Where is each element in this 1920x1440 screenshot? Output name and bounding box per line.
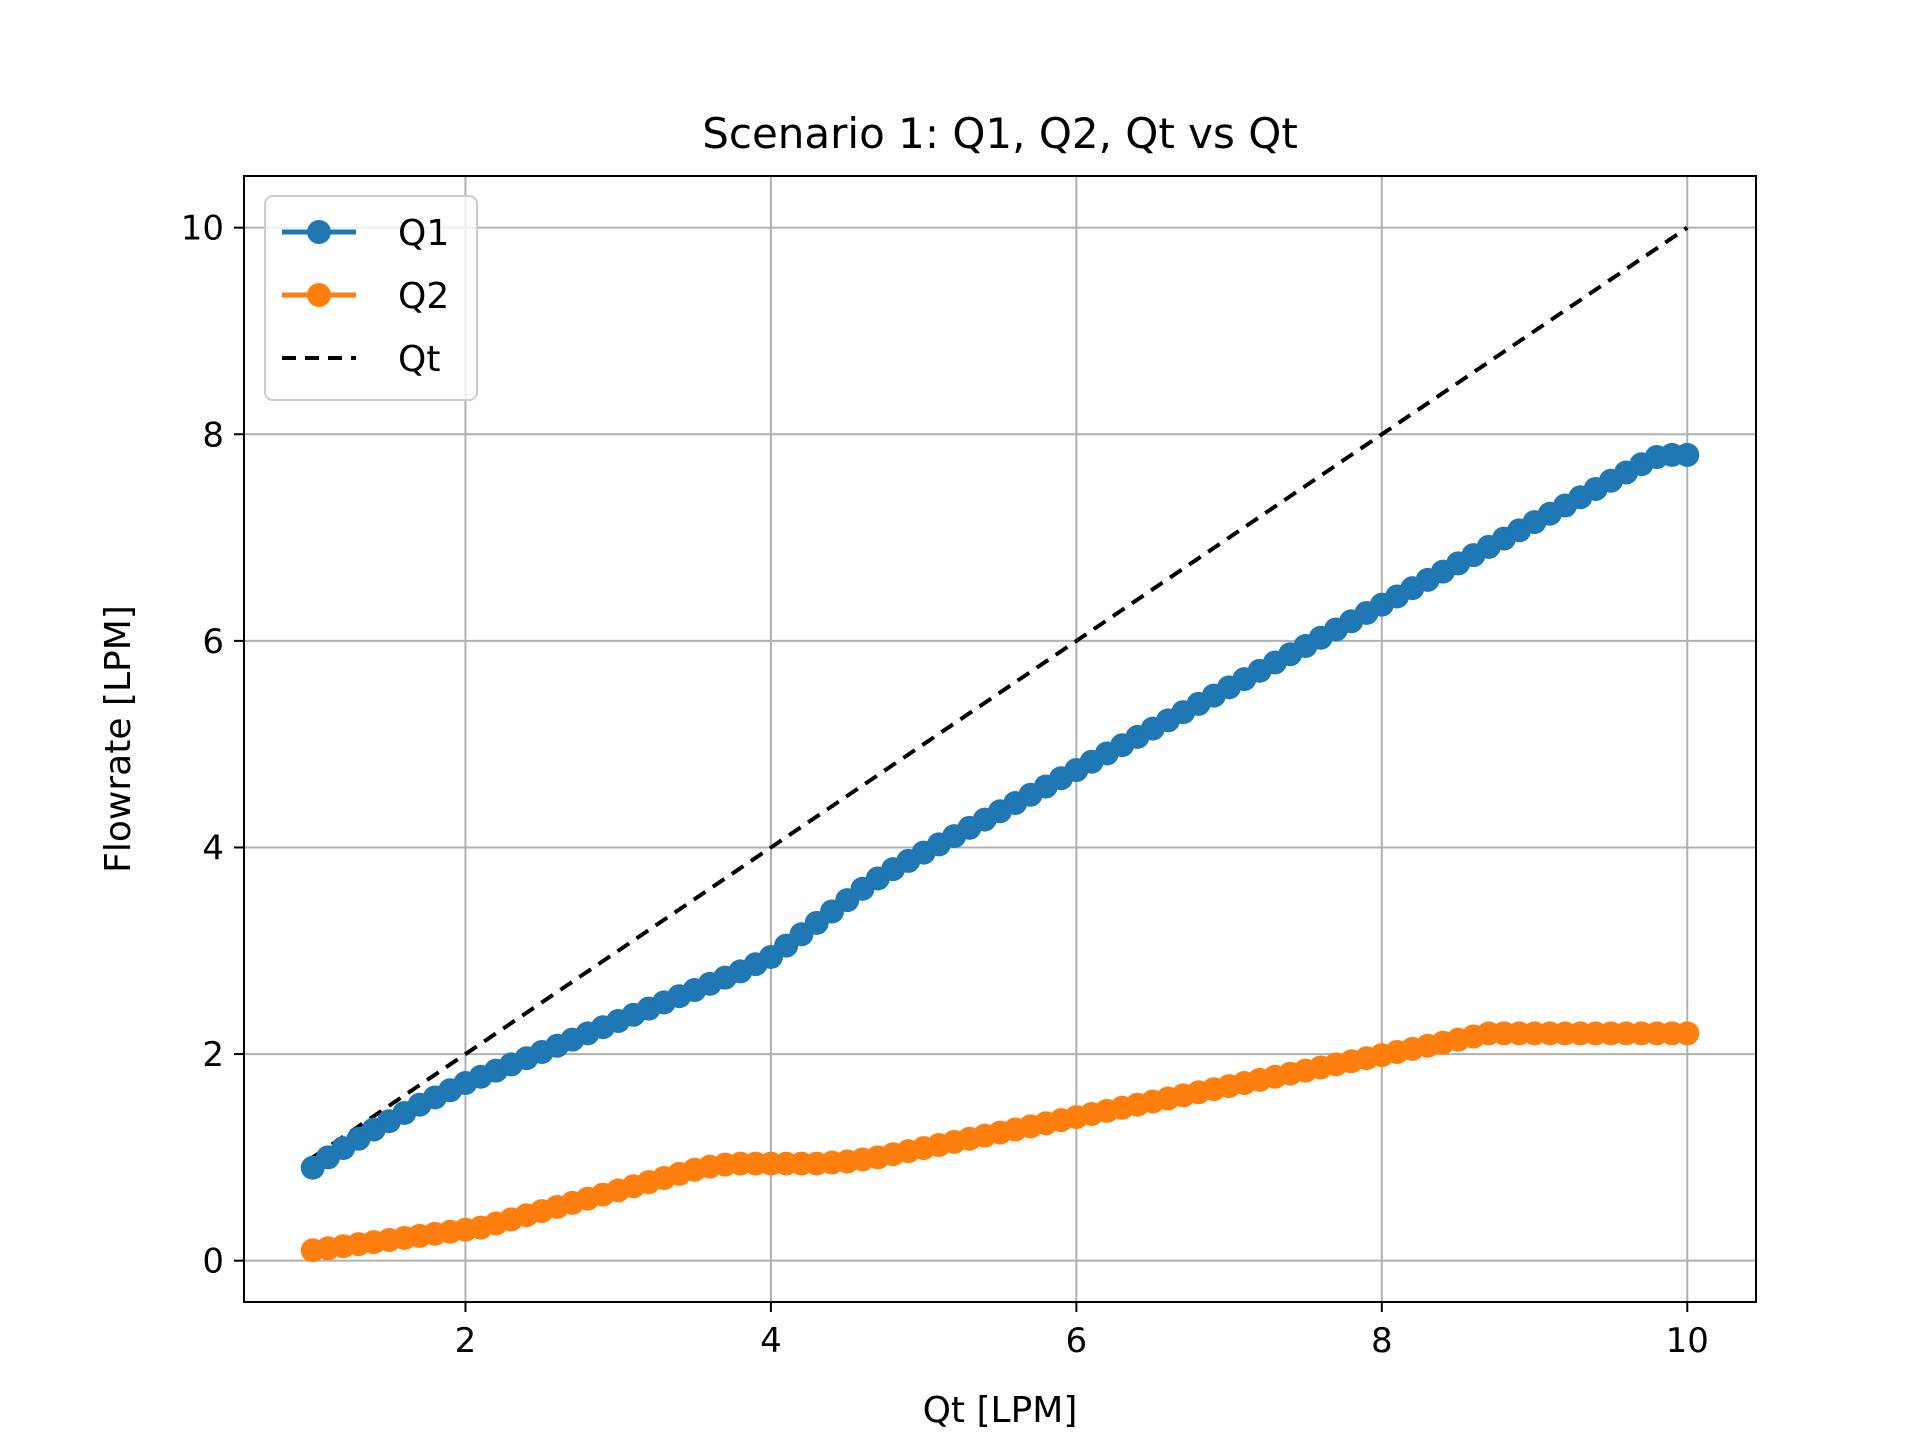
series-layer: [300, 226, 1700, 1263]
x-tick-label: 8: [1371, 1321, 1393, 1361]
series-q1: [300, 442, 1700, 1180]
legend-label: Q2: [398, 276, 449, 317]
x-tick-label: 6: [1066, 1321, 1088, 1361]
y-tick-label: 8: [202, 415, 224, 455]
legend-marker: [307, 220, 331, 244]
series-q2: [300, 1021, 1700, 1263]
y-axis-label: Flowrate [LPM]: [98, 605, 139, 873]
chart-title: Scenario 1: Q1, Q2, Qt vs Qt: [702, 109, 1298, 158]
data-point-q2: [1675, 1021, 1700, 1046]
y-tick-label: 10: [181, 209, 224, 249]
grid-layer: [244, 176, 1756, 1302]
data-point-q1: [1675, 442, 1700, 467]
series-qt: [311, 226, 1689, 1160]
legend-item-q1: Q1: [282, 213, 449, 254]
x-tick-label: 10: [1666, 1321, 1709, 1361]
legend-item-qt: Qt: [282, 339, 440, 380]
legend-item-q2: Q2: [282, 276, 449, 317]
x-tick-label: 4: [760, 1321, 782, 1361]
y-tick-label: 2: [202, 1035, 224, 1075]
x-tick-label: 2: [455, 1321, 477, 1361]
legend-label: Q1: [398, 213, 449, 254]
legend-label: Qt: [398, 339, 440, 380]
y-tick-label: 4: [202, 828, 224, 868]
x-axis-label: Qt [LPM]: [923, 1390, 1078, 1431]
y-tick-label: 6: [202, 622, 224, 662]
y-tick-label: 0: [202, 1242, 224, 1282]
plot-frame: [243, 175, 1757, 1303]
legend-marker: [307, 283, 331, 307]
series-line-qt: [311, 226, 1689, 1160]
legend: Q1 Q2 Qt: [264, 195, 478, 401]
legend-box: [264, 195, 478, 401]
tick-layer: 2 4 6 8 10 0 2 4 6 8 10: [181, 209, 1709, 1361]
